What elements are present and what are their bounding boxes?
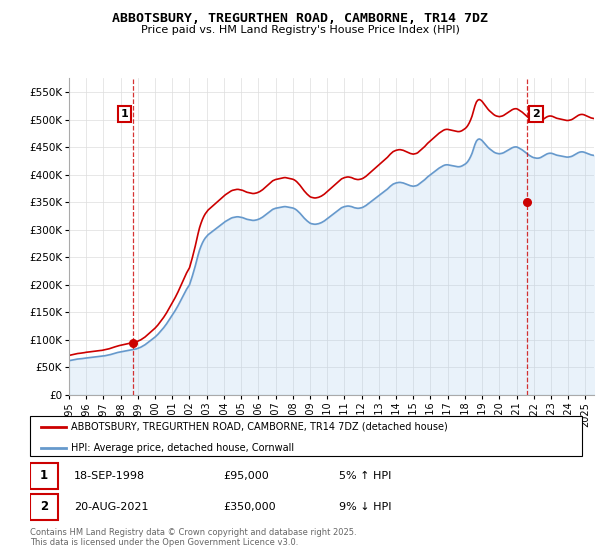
Text: 5% ↑ HPI: 5% ↑ HPI	[339, 471, 391, 481]
FancyBboxPatch shape	[30, 463, 58, 489]
Text: 2: 2	[40, 500, 48, 514]
Text: HPI: Average price, detached house, Cornwall: HPI: Average price, detached house, Corn…	[71, 442, 295, 452]
Text: Contains HM Land Registry data © Crown copyright and database right 2025.
This d: Contains HM Land Registry data © Crown c…	[30, 528, 356, 547]
Text: £95,000: £95,000	[223, 471, 269, 481]
Text: 1: 1	[40, 469, 48, 483]
Text: 20-AUG-2021: 20-AUG-2021	[74, 502, 149, 512]
Text: 2: 2	[532, 109, 540, 119]
FancyBboxPatch shape	[30, 416, 582, 456]
Text: ABBOTSBURY, TREGURTHEN ROAD, CAMBORNE, TR14 7DZ (detached house): ABBOTSBURY, TREGURTHEN ROAD, CAMBORNE, T…	[71, 422, 448, 432]
Text: 1: 1	[121, 109, 128, 119]
Text: 18-SEP-1998: 18-SEP-1998	[74, 471, 145, 481]
FancyBboxPatch shape	[30, 494, 58, 520]
Text: 9% ↓ HPI: 9% ↓ HPI	[339, 502, 392, 512]
Text: ABBOTSBURY, TREGURTHEN ROAD, CAMBORNE, TR14 7DZ: ABBOTSBURY, TREGURTHEN ROAD, CAMBORNE, T…	[112, 12, 488, 25]
Point	[523, 198, 532, 207]
Text: Price paid vs. HM Land Registry's House Price Index (HPI): Price paid vs. HM Land Registry's House …	[140, 25, 460, 35]
Point	[128, 338, 138, 347]
Text: £350,000: £350,000	[223, 502, 276, 512]
